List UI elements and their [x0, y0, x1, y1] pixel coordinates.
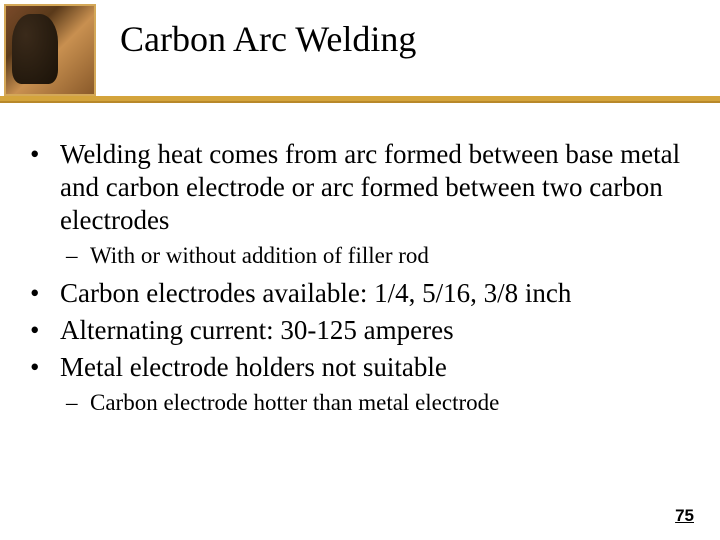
slide-header: Carbon Arc Welding: [0, 0, 720, 108]
bullet-marker: •: [30, 277, 60, 310]
corner-thumbnail: [4, 4, 96, 96]
sub-bullet-item: – Carbon electrode hotter than metal ele…: [30, 388, 690, 418]
bullet-item: • Carbon electrodes available: 1/4, 5/16…: [30, 277, 690, 310]
bullet-marker: •: [30, 351, 60, 384]
bullet-text: Welding heat comes from arc formed betwe…: [60, 138, 690, 237]
bullet-marker: •: [30, 138, 60, 237]
sub-bullet-marker: –: [66, 388, 90, 418]
page-number: 75: [675, 506, 694, 526]
sub-bullet-text: Carbon electrode hotter than metal elect…: [90, 388, 690, 418]
sub-bullet-text: With or without addition of filler rod: [90, 241, 690, 271]
bullet-item: • Welding heat comes from arc formed bet…: [30, 138, 690, 237]
bullet-text: Metal electrode holders not suitable: [60, 351, 690, 384]
slide-title: Carbon Arc Welding: [120, 18, 416, 60]
slide-body: • Welding heat comes from arc formed bet…: [30, 138, 690, 424]
bullet-text: Carbon electrodes available: 1/4, 5/16, …: [60, 277, 690, 310]
sub-bullet-item: – With or without addition of filler rod: [30, 241, 690, 271]
bullet-text: Alternating current: 30-125 amperes: [60, 314, 690, 347]
bullet-marker: •: [30, 314, 60, 347]
bullet-item: • Metal electrode holders not suitable: [30, 351, 690, 384]
sub-bullet-marker: –: [66, 241, 90, 271]
bullet-item: • Alternating current: 30-125 amperes: [30, 314, 690, 347]
title-divider: [0, 96, 720, 101]
welder-silhouette: [12, 14, 58, 84]
